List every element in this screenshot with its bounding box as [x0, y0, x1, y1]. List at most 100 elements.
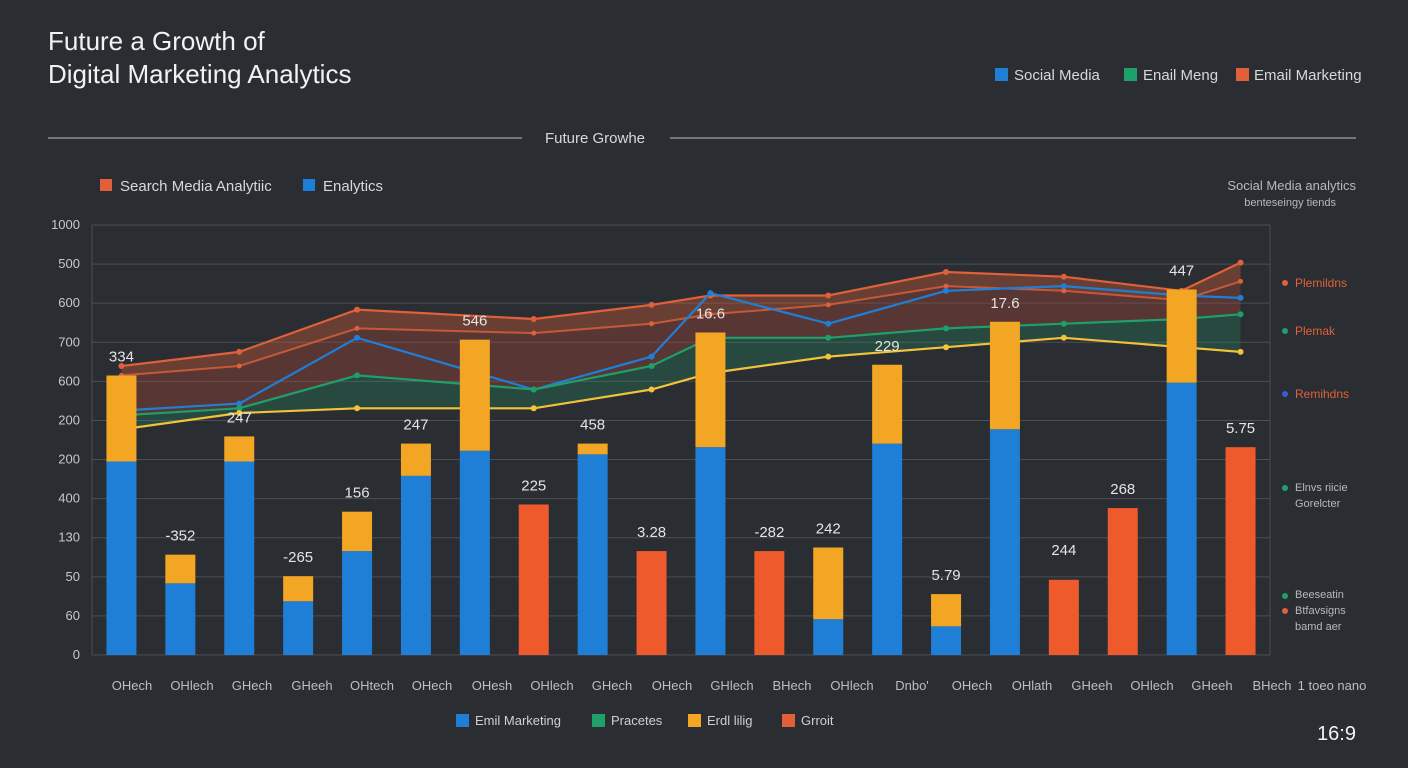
x-label-18: GHeeh [1191, 678, 1232, 693]
area-band-orange [121, 262, 1241, 376]
series-1-point-2 [354, 334, 361, 341]
x-label-13: Dnbo' [895, 678, 929, 693]
band-point-4 [649, 321, 655, 327]
bar-value-label-9: 3.28 [637, 524, 666, 541]
bar-cap-5 [400, 443, 431, 476]
sub-legend-label-enalytics: Enalytics [323, 178, 383, 195]
series-2-point-6 [825, 334, 832, 341]
chart-title-line2: Digital Marketing Analytics [48, 59, 351, 89]
bar-8 [577, 454, 608, 655]
bar-cap-6 [459, 339, 490, 451]
annotation-label-2: Remihdns [1295, 387, 1349, 401]
band-point-7 [943, 283, 949, 289]
bar-11 [754, 551, 785, 655]
bottom-legend-label-1: Pracetes [611, 713, 663, 728]
sub-legend-swatch-search [100, 179, 112, 191]
divider-label: Future Growhe [545, 130, 645, 147]
bar-value-label-16: 244 [1051, 542, 1076, 559]
series-3-point-8 [1060, 334, 1067, 341]
series-0-point-8 [1060, 273, 1067, 280]
grid [91, 224, 1271, 656]
bar-value-label-6: 546 [462, 313, 487, 330]
bar-4 [342, 551, 373, 655]
bar-5 [400, 475, 431, 655]
bottom-legend-swatch-1 [592, 714, 605, 727]
bars: 334 -352 247 -265 156 247 546 225 458 3.28 16.6 -28… [106, 263, 1256, 655]
bottom-legend-label-0: Emil Marketing [475, 713, 561, 728]
annotation-label-6: Btfavsigns [1295, 605, 1346, 617]
band-point-8 [1061, 288, 1067, 294]
bar-value-label-15: 17.6 [990, 295, 1019, 312]
bar-15 [989, 429, 1020, 655]
series-1-point-6 [825, 320, 832, 327]
x-label-16: GHeeh [1071, 678, 1112, 693]
series-1-point-7 [943, 287, 950, 294]
sub-legend-label-search: Search Media Analytiic [120, 178, 272, 195]
series-1-point-4 [648, 353, 655, 360]
sub-legend-swatch-enalytics [303, 179, 315, 191]
bar-value-label-18: 447 [1169, 263, 1194, 280]
bar-1 [165, 583, 196, 655]
annotation-dot-3 [1282, 485, 1288, 491]
x-label-17: OHlech [1130, 678, 1173, 693]
series-0-point-1 [236, 348, 243, 355]
bar-cap-14 [931, 594, 962, 627]
y-tick-label-6: 200 [58, 452, 80, 467]
annotation-label-5: Beeseatin [1295, 589, 1344, 601]
x-label-4: OHtech [350, 678, 394, 693]
x-label-5: OHech [412, 678, 452, 693]
y-tick-label-11: 0 [73, 647, 80, 662]
band-point-1 [236, 363, 242, 369]
series-3-point-4 [648, 386, 655, 393]
x-label-2: GHech [232, 678, 272, 693]
annotation-dot-2 [1282, 391, 1288, 397]
bar-value-label-2: 247 [227, 409, 252, 426]
annotation-dot-1 [1282, 328, 1288, 334]
x-label-14: OHech [952, 678, 992, 693]
top-legend-swatch-social-media [995, 68, 1008, 81]
y-tick-label-5: 200 [58, 412, 80, 427]
series-3-point-1 [236, 410, 243, 416]
y-tick-label-3: 700 [58, 334, 80, 349]
bar-16 [1048, 579, 1079, 655]
band-point-3 [531, 330, 537, 336]
annotation-dot-0 [1282, 280, 1288, 286]
annotation-label-4: Gorelcter [1295, 498, 1341, 510]
y-tick-label-9: 50 [66, 569, 80, 584]
right-note-subtitle: benteseingy tiends [1244, 197, 1336, 209]
y-tick-label-2: 600 [58, 295, 80, 310]
bar-cap-1 [165, 554, 196, 584]
chart-title-line1: Future a Growth of [48, 26, 266, 56]
bar-cap-4 [342, 511, 373, 552]
bar-cap-13 [872, 364, 903, 444]
y-tick-label-0: 1000 [51, 217, 80, 232]
series-0-point-10 [1237, 259, 1244, 266]
bar-value-label-3: -265 [283, 549, 313, 566]
sub-legend: Search Media Analytiic Enalytics [100, 178, 383, 195]
bar-value-label-11: -282 [754, 524, 784, 541]
bar-cap-0 [106, 375, 137, 462]
series-0-point-3 [530, 316, 537, 322]
series-3-point-3 [530, 405, 537, 412]
top-legend-label-social-media: Social Media [1014, 67, 1101, 84]
x-axis-labels: OHech OHlech GHech GHeeh OHtech OHech OHesh OHl… [112, 678, 1367, 693]
series-1-point-1 [236, 400, 243, 407]
bar-3 [283, 601, 314, 655]
bar-value-label-1: -352 [165, 528, 195, 545]
x-label-10: GHlech [710, 678, 753, 693]
bar-7 [518, 504, 549, 655]
bottom-legend-swatch-0 [456, 714, 469, 727]
right-annotations: Plemildns Plemak Remihdns Elnvs riicie G… [1282, 276, 1349, 633]
bar-18 [1166, 382, 1197, 655]
bar-value-label-7: 225 [521, 478, 546, 495]
bar-cap-3 [283, 576, 314, 602]
annotation-label-0: Plemildns [1295, 276, 1347, 290]
series-2-point-7 [943, 325, 950, 332]
bar-value-label-17: 268 [1110, 481, 1135, 498]
bar-value-label-14: 5.79 [931, 567, 960, 584]
bar-value-label-12: 242 [816, 521, 841, 538]
x-label-15: OHlath [1012, 678, 1052, 693]
series-3-point-6 [825, 353, 832, 360]
bar-cap-15 [989, 321, 1020, 430]
